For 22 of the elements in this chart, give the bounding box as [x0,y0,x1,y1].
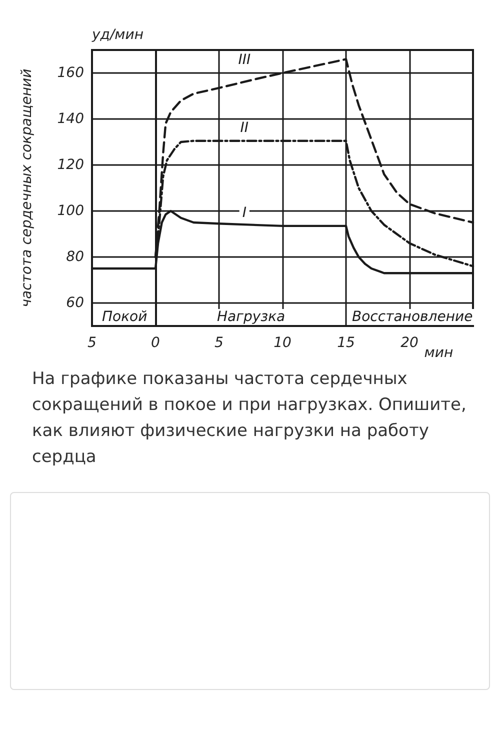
x-axis-title: мин [424,345,454,361]
series-label: I [242,204,246,221]
x-tick-label: 0 [151,335,160,351]
y-tick-label: 160 [57,65,84,81]
series-label: III [238,52,251,68]
text: уд/мин [91,27,144,43]
text: На графике показаны частота сердечных сокращений в покое и при нагрузках. Опишите, как влияют физические нагрузки на работу сердца [31,368,468,469]
y-tick-label: 140 [57,111,84,127]
y-axis-title: частота сердечных сокращений [19,68,35,308]
y-tick-label: 60 [66,295,84,311]
y-tick-label: 80 [66,249,84,265]
series-label: II [240,120,249,136]
x-tick-label: 5 [88,335,97,351]
x-tick-label: 5 [214,335,224,351]
x-tick-label: 20 [400,335,418,351]
annotation: Нагрузка [217,309,286,325]
y-tick-label: 100 [57,203,84,219]
x-tick-label: 10 [274,335,292,351]
y-tick-label: 120 [57,157,84,173]
annotation: Восстановление [352,309,473,325]
x-tick-label: 15 [337,335,355,351]
annotation: Покой [102,309,148,325]
